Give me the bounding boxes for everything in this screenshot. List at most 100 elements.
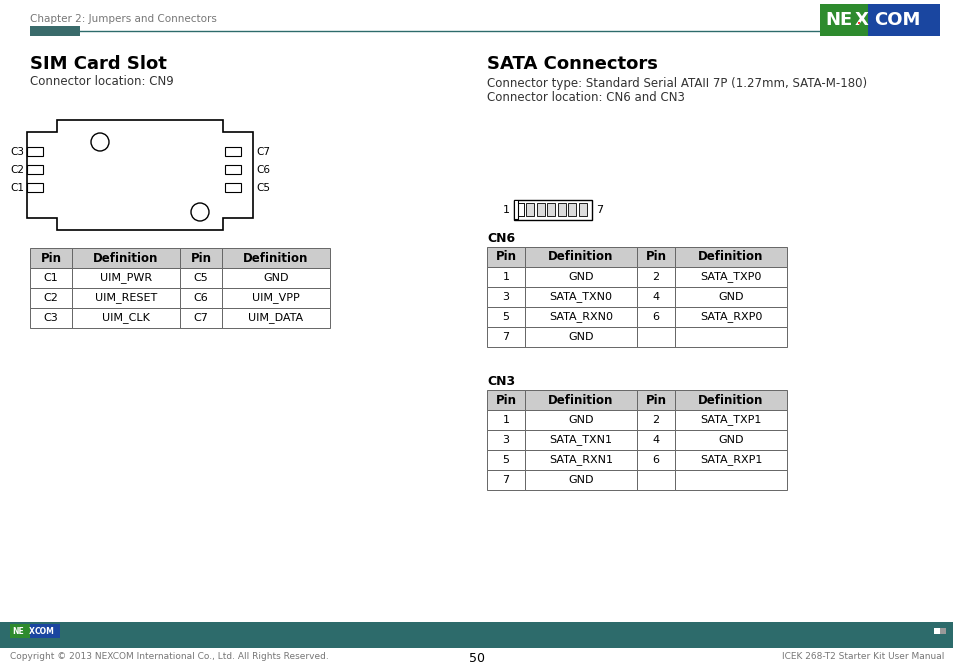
Bar [547, 203, 555, 216]
Text: X: X [854, 11, 868, 29]
Bar [71, 288, 180, 308]
Text: SATA_TXN1: SATA_TXN1 [549, 435, 612, 446]
Text: 6: 6 [652, 455, 659, 465]
Text: SATA_RXN1: SATA_RXN1 [548, 454, 613, 466]
Bar [516, 203, 523, 216]
Text: C6: C6 [193, 293, 208, 303]
Bar [637, 307, 675, 327]
Bar [939, 628, 945, 634]
Bar [558, 203, 565, 216]
Text: GND: GND [568, 272, 593, 282]
Bar [486, 267, 524, 287]
Text: SATA_TXP0: SATA_TXP0 [700, 271, 760, 282]
Text: GND: GND [568, 415, 593, 425]
Text: GND: GND [718, 435, 743, 445]
Text: 1: 1 [502, 205, 510, 215]
Bar [578, 203, 586, 216]
Bar [637, 390, 675, 410]
Bar [225, 165, 241, 174]
Text: 4: 4 [652, 435, 659, 445]
Text: SATA_RXP0: SATA_RXP0 [700, 312, 761, 323]
Bar [675, 327, 786, 347]
Text: 3: 3 [502, 435, 509, 445]
Bar [30, 26, 80, 36]
Text: 3: 3 [502, 292, 509, 302]
Text: SATA_RXN0: SATA_RXN0 [548, 312, 613, 323]
Bar [524, 287, 637, 307]
Text: CN6: CN6 [486, 232, 515, 245]
Text: C1: C1 [44, 273, 58, 283]
Bar [30, 308, 71, 328]
Bar [222, 268, 330, 288]
Text: 1: 1 [502, 415, 509, 425]
Text: Pin: Pin [645, 394, 666, 407]
Text: C5: C5 [193, 273, 208, 283]
Bar [568, 203, 576, 216]
Circle shape [191, 203, 209, 221]
Bar [637, 430, 675, 450]
Bar [675, 390, 786, 410]
Bar [524, 410, 637, 430]
Bar [180, 308, 222, 328]
Bar [486, 410, 524, 430]
Text: C2: C2 [44, 293, 58, 303]
Bar [637, 327, 675, 347]
Bar [637, 287, 675, 307]
Text: Connector location: CN9: Connector location: CN9 [30, 75, 173, 88]
Bar [225, 147, 241, 156]
Text: UIM_VPP: UIM_VPP [252, 292, 299, 304]
Text: Copyright © 2013 NEXCOM International Co., Ltd. All Rights Reserved.: Copyright © 2013 NEXCOM International Co… [10, 652, 329, 661]
Text: SATA_TXP1: SATA_TXP1 [700, 415, 760, 425]
Bar [0, 622, 953, 648]
Text: NE: NE [824, 11, 851, 29]
Text: Definition: Definition [698, 251, 763, 263]
Text: CN3: CN3 [486, 375, 515, 388]
Bar [524, 307, 637, 327]
Text: SATA Connectors: SATA Connectors [486, 55, 658, 73]
Text: C5: C5 [255, 183, 270, 193]
Bar [27, 147, 43, 156]
Bar [30, 624, 60, 638]
Text: 7: 7 [502, 332, 509, 342]
Text: 4: 4 [652, 292, 659, 302]
Text: 50: 50 [469, 652, 484, 665]
Bar [30, 288, 71, 308]
Text: SIM Card Slot: SIM Card Slot [30, 55, 167, 73]
Text: Connector location: CN6 and CN3: Connector location: CN6 and CN3 [486, 91, 684, 104]
Text: UIM_PWR: UIM_PWR [100, 273, 152, 284]
Text: NE: NE [12, 626, 24, 636]
Bar [486, 327, 524, 347]
Text: GND: GND [568, 475, 593, 485]
Text: Definition: Definition [243, 251, 309, 265]
Text: Pin: Pin [191, 251, 212, 265]
Bar [180, 288, 222, 308]
Bar [637, 450, 675, 470]
Text: 7: 7 [502, 475, 509, 485]
Text: UIM_RESET: UIM_RESET [94, 292, 157, 304]
Bar [524, 450, 637, 470]
Bar [486, 450, 524, 470]
Bar [524, 267, 637, 287]
Bar [486, 430, 524, 450]
Circle shape [91, 133, 109, 151]
Bar [526, 203, 534, 216]
Text: C7: C7 [255, 147, 270, 157]
Bar [524, 470, 637, 490]
Bar [222, 248, 330, 268]
Text: COM: COM [873, 11, 920, 29]
Text: Pin: Pin [495, 394, 516, 407]
Text: Definition: Definition [93, 251, 158, 265]
Text: •: • [856, 21, 861, 27]
Text: 6: 6 [652, 312, 659, 322]
Text: 2: 2 [652, 272, 659, 282]
Text: C3: C3 [44, 313, 58, 323]
Bar [180, 268, 222, 288]
Bar [486, 470, 524, 490]
Bar [675, 410, 786, 430]
Bar [225, 183, 241, 192]
Bar [933, 622, 945, 628]
Bar [933, 622, 945, 634]
Bar [524, 327, 637, 347]
Text: 5: 5 [502, 312, 509, 322]
Bar [27, 183, 43, 192]
